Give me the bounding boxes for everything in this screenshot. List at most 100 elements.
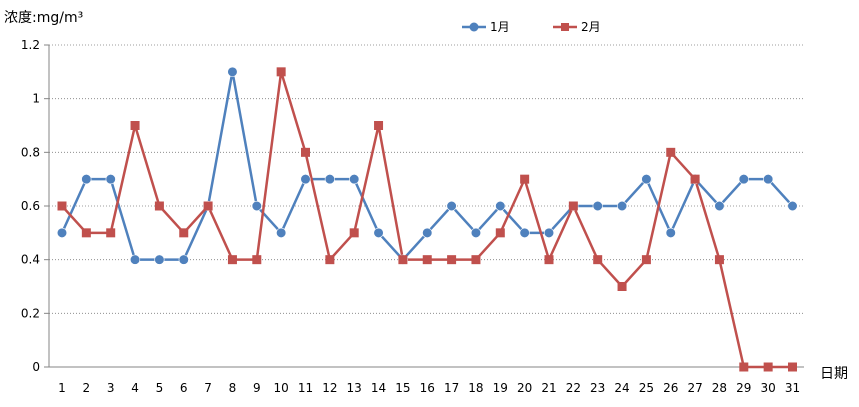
data-point [447, 255, 457, 265]
x-tick-label: 7 [204, 381, 212, 395]
data-point [666, 147, 676, 157]
x-tick-label: 21 [541, 381, 556, 395]
data-point [324, 174, 335, 185]
data-point [129, 254, 141, 265]
data-point [617, 282, 627, 291]
data-point [56, 227, 68, 238]
data-point [714, 255, 724, 265]
x-tick-label: 15 [395, 381, 410, 395]
data-point [519, 227, 530, 238]
legend-label: 2月 [581, 20, 601, 34]
data-point [787, 200, 798, 212]
x-tick-label: 29 [736, 381, 751, 395]
data-point [665, 227, 676, 238]
x-tick-label: 1 [58, 381, 66, 395]
y-tick-label: 1 [32, 92, 40, 106]
data-point [373, 227, 384, 238]
data-point [374, 121, 384, 130]
data-point [763, 174, 774, 185]
data-point [106, 228, 116, 238]
x-axis-label: 日期 [820, 366, 848, 382]
data-point [641, 255, 651, 265]
data-point [592, 200, 603, 212]
x-tick-label: 23 [590, 381, 605, 395]
data-point [349, 228, 359, 238]
data-point [593, 255, 603, 265]
x-tick-label: 30 [761, 381, 776, 395]
data-point [738, 174, 749, 185]
x-tick-label: 26 [663, 381, 678, 395]
x-tick-label: 4 [131, 381, 139, 395]
x-tick-label: 14 [371, 381, 386, 395]
y-tick-label: 0 [32, 360, 40, 374]
data-point [471, 255, 481, 265]
data-point [788, 362, 797, 372]
y-tick-label: 0.6 [21, 199, 40, 213]
data-point [568, 201, 578, 211]
data-point [227, 66, 238, 77]
x-tick-label: 16 [420, 381, 435, 395]
data-point [276, 67, 286, 77]
data-point [276, 227, 287, 238]
y-tick-label: 0.4 [21, 253, 40, 267]
data-point [398, 255, 408, 265]
legend: 1月 2月 [462, 20, 601, 34]
series-group [60, 70, 794, 369]
x-tick-label: 20 [517, 381, 532, 395]
x-tick-label: 25 [639, 381, 654, 395]
data-point [690, 174, 700, 184]
x-tick-label: 6 [180, 381, 188, 395]
data-point [179, 228, 189, 238]
data-point [154, 201, 164, 211]
x-tick-label: 9 [253, 381, 261, 395]
data-point [520, 174, 530, 184]
x-tick-label: 8 [229, 381, 237, 395]
data-point [495, 228, 505, 238]
x-tick-label: 17 [444, 381, 459, 395]
x-tick-label: 3 [107, 381, 115, 395]
data-point [714, 200, 725, 212]
legend-label: 1月 [490, 20, 510, 34]
data-point [81, 174, 92, 185]
x-tick-label: 19 [493, 381, 508, 395]
legend-marker [561, 23, 569, 31]
data-point [252, 255, 262, 265]
data-point [470, 227, 482, 238]
data-point [349, 174, 360, 185]
data-point [446, 200, 457, 212]
y-axis-label: 浓度:mg/m³ [4, 10, 83, 26]
data-point [739, 362, 749, 372]
x-tick-label: 31 [785, 381, 800, 395]
data-point [422, 255, 432, 265]
data-point [81, 228, 91, 238]
axes: 00.20.40.60.811.21 2 3 4 5 6 7 8 9 10 11 12 13 14 15 16… [21, 38, 804, 395]
data-point [57, 201, 67, 211]
data-point [422, 227, 433, 238]
data-point [616, 200, 628, 212]
data-point [301, 147, 310, 157]
data-point [325, 255, 335, 265]
x-tick-label: 2 [83, 381, 91, 395]
data-point [227, 255, 237, 265]
y-tick-label: 0.2 [21, 306, 40, 320]
series-line-2 [61, 70, 793, 369]
data-point [203, 201, 213, 211]
x-tick-label: 28 [712, 381, 727, 395]
legend-marker [469, 22, 479, 32]
data-point [641, 174, 652, 185]
x-tick-label: 18 [468, 381, 483, 395]
markers-group [56, 66, 798, 372]
data-point [495, 200, 506, 212]
data-point [178, 254, 189, 265]
data-point [300, 174, 311, 185]
y-tick-label: 0.8 [21, 145, 40, 159]
x-tick-label: 12 [322, 381, 337, 395]
x-tick-label: 5 [156, 381, 164, 395]
data-point [763, 362, 773, 372]
x-tick-label: 10 [274, 381, 289, 395]
data-point [105, 174, 116, 185]
data-point [543, 227, 555, 238]
x-tick-label: 22 [566, 381, 581, 395]
data-point [130, 121, 140, 130]
